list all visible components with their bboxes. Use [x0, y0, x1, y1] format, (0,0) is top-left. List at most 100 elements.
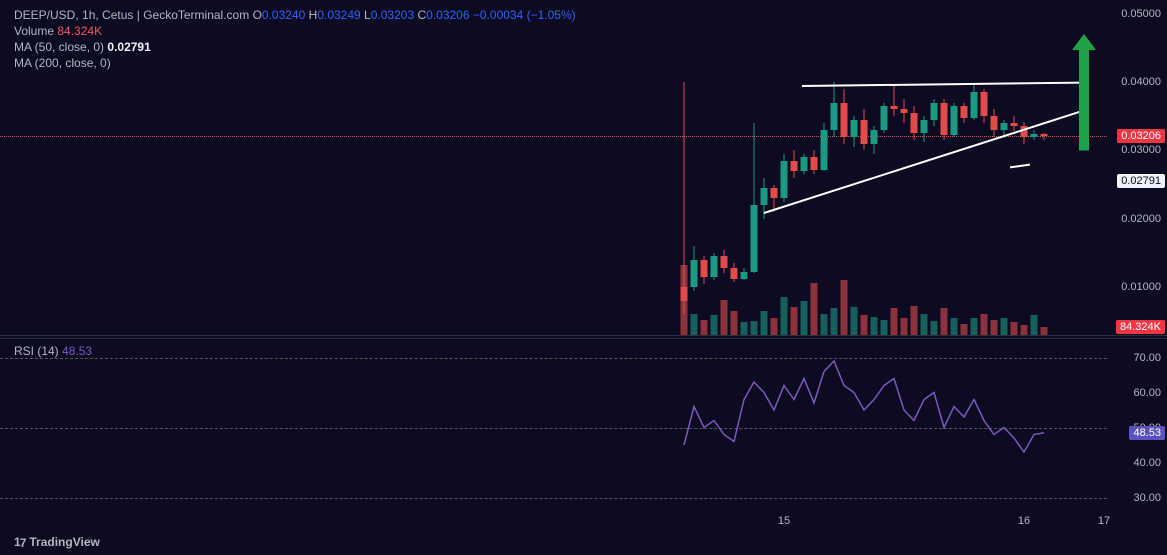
volume-bar [1031, 315, 1038, 335]
symbol-line: DEEP/USD, 1h, Cetus | GeckoTerminal.com … [14, 8, 576, 22]
candle-body [811, 157, 818, 169]
rsi-y-tick: 30.00 [1133, 492, 1161, 504]
volume-bar [921, 314, 928, 335]
candle-body [711, 256, 718, 277]
volume-bar [941, 308, 948, 335]
candle-body [1041, 134, 1048, 136]
volume-bar [1001, 318, 1008, 336]
candle-body [1031, 134, 1038, 137]
chart-container: DEEP/USD, 1h, Cetus | GeckoTerminal.com … [0, 0, 1167, 555]
rsi-pane[interactable]: RSI (14) 48.53 [0, 340, 1107, 515]
time-tick: 16 [1018, 515, 1030, 527]
current-price-line [0, 136, 1107, 137]
candle-body [891, 106, 898, 109]
volume-bar [951, 318, 958, 336]
volume-bar [931, 321, 938, 335]
rsi-y-tick: 60.00 [1133, 387, 1161, 399]
candle-body [911, 113, 918, 134]
volume-bar [711, 315, 718, 335]
volume-bar [861, 315, 868, 335]
volume-bar [831, 308, 838, 335]
candle-body [771, 188, 778, 198]
price-y-tick: 0.02000 [1121, 213, 1161, 225]
tradingview-icon: 17 [14, 535, 25, 549]
trend-line[interactable] [802, 82, 1084, 87]
candle-body [761, 188, 768, 205]
volume-bar [701, 320, 708, 335]
volume-bar [751, 321, 758, 335]
rsi-y-tick: 70.00 [1133, 352, 1161, 364]
volume-bar [911, 306, 918, 335]
y-axis: 0.010000.020000.030000.040000.050000.032… [1107, 0, 1167, 515]
volume-bar [1011, 322, 1018, 335]
candle-body [741, 272, 748, 279]
rsi-value-box: 48.53 [1129, 426, 1165, 440]
candle-body [751, 205, 758, 272]
ma200-line: MA (200, close, 0) [14, 56, 576, 70]
candle-body [841, 103, 848, 137]
candle-body [951, 106, 958, 135]
candle-body [731, 268, 738, 279]
candle-body [921, 120, 928, 134]
candle-body [961, 106, 968, 118]
ma50-line: MA (50, close, 0) 0.02791 [14, 40, 576, 54]
ma-line-fragment [1010, 163, 1030, 168]
volume-bar [901, 318, 908, 336]
up-arrow-icon[interactable] [1072, 34, 1096, 154]
candle-body [1011, 123, 1018, 126]
current-price-box: 0.03206 [1117, 129, 1165, 143]
volume-bar [771, 318, 778, 336]
price-y-tick: 0.03000 [1121, 144, 1161, 156]
volume-bar [1041, 327, 1048, 335]
volume-bar [881, 320, 888, 335]
candle-body [691, 260, 698, 287]
chart-header: DEEP/USD, 1h, Cetus | GeckoTerminal.com … [14, 8, 576, 72]
candle-body [781, 161, 788, 199]
symbol[interactable]: DEEP/USD, 1h, Cetus [14, 8, 133, 22]
price-y-tick: 0.04000 [1121, 76, 1161, 88]
rsi-value: 48.53 [62, 344, 92, 358]
volume-bar [811, 283, 818, 336]
volume-bar [891, 308, 898, 335]
candle-body [901, 109, 908, 112]
volume-bar [851, 307, 858, 335]
source: GeckoTerminal.com [143, 8, 249, 22]
rsi-y-tick: 40.00 [1133, 457, 1161, 469]
volume-bar [801, 301, 808, 335]
volume-bar [961, 324, 968, 335]
ohlc-change: −0.00034 (−1.05%) [473, 8, 576, 22]
ohlc-high: 0.03249 [317, 8, 360, 22]
volume-bar [1021, 325, 1028, 335]
candle-body [941, 103, 948, 136]
volume-bar [681, 265, 688, 335]
pane-separator[interactable] [0, 335, 1167, 339]
ohlc-close: 0.03206 [426, 8, 469, 22]
ohlc-low: 0.03203 [371, 8, 414, 22]
candle-body [701, 260, 708, 277]
candle-body [931, 103, 938, 120]
candle-body [881, 106, 888, 130]
candle-body [791, 161, 798, 171]
time-axis: 151617 [0, 515, 1107, 535]
volume-bar [981, 314, 988, 335]
volume-bar [731, 311, 738, 336]
candle-body [851, 120, 858, 137]
candle-body [721, 256, 728, 268]
candle-body [971, 92, 978, 117]
volume-bar [791, 307, 798, 335]
candle-body [871, 130, 878, 144]
volume-axis-box: 84.324K [1116, 320, 1165, 334]
volume-bar [721, 300, 728, 335]
ma50-value: 0.02791 [107, 40, 150, 54]
volume-bar [781, 297, 788, 336]
volume-value: 84.324K [57, 24, 102, 38]
price-y-tick: 0.01000 [1121, 281, 1161, 293]
candle-body [1001, 123, 1008, 130]
time-tick: 17 [1098, 515, 1110, 527]
volume-bar [821, 314, 828, 335]
tradingview-logo[interactable]: 17TradingView [14, 535, 100, 549]
candle-body [821, 130, 828, 170]
volume-line: Volume 84.324K [14, 24, 576, 38]
volume-bar [761, 311, 768, 336]
candle-body [861, 120, 868, 144]
